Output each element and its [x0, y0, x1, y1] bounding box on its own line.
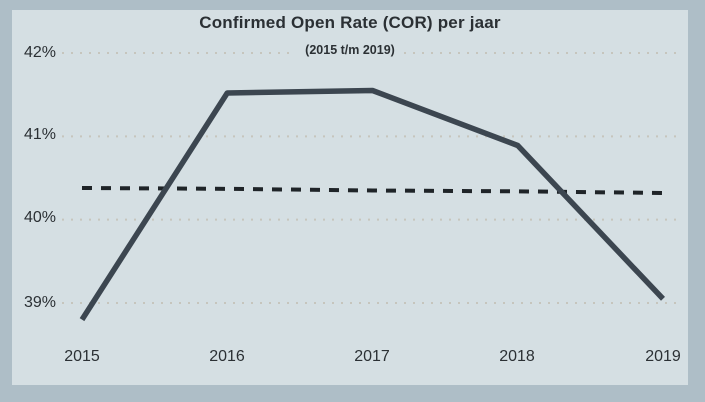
x-axis-tick-2019: 2019	[645, 348, 681, 365]
x-axis-tick-2016: 2016	[209, 348, 245, 365]
y-axis-tick-40: 40%	[23, 209, 56, 226]
chart-subtitle-text: (2015 t/m 2019)	[296, 43, 404, 57]
plot-area-panel	[12, 10, 688, 385]
x-axis-tick-2018: 2018	[499, 348, 535, 365]
x-axis-tick-2017: 2017	[354, 348, 390, 365]
y-axis-tick-42: 42%	[23, 44, 56, 61]
chart-subtitle: (2015 t/m 2019)	[12, 41, 688, 59]
y-axis-tick-39: 39%	[23, 294, 56, 311]
series-line-trendline	[81, 185, 664, 195]
x-axis-tick-2015: 2015	[64, 348, 100, 365]
chart-title: Confirmed Open Rate (COR) per jaar	[199, 13, 501, 32]
y-axis-tick-41: 41%	[23, 126, 56, 143]
series-line-confirmed-open-rate	[79, 87, 665, 322]
